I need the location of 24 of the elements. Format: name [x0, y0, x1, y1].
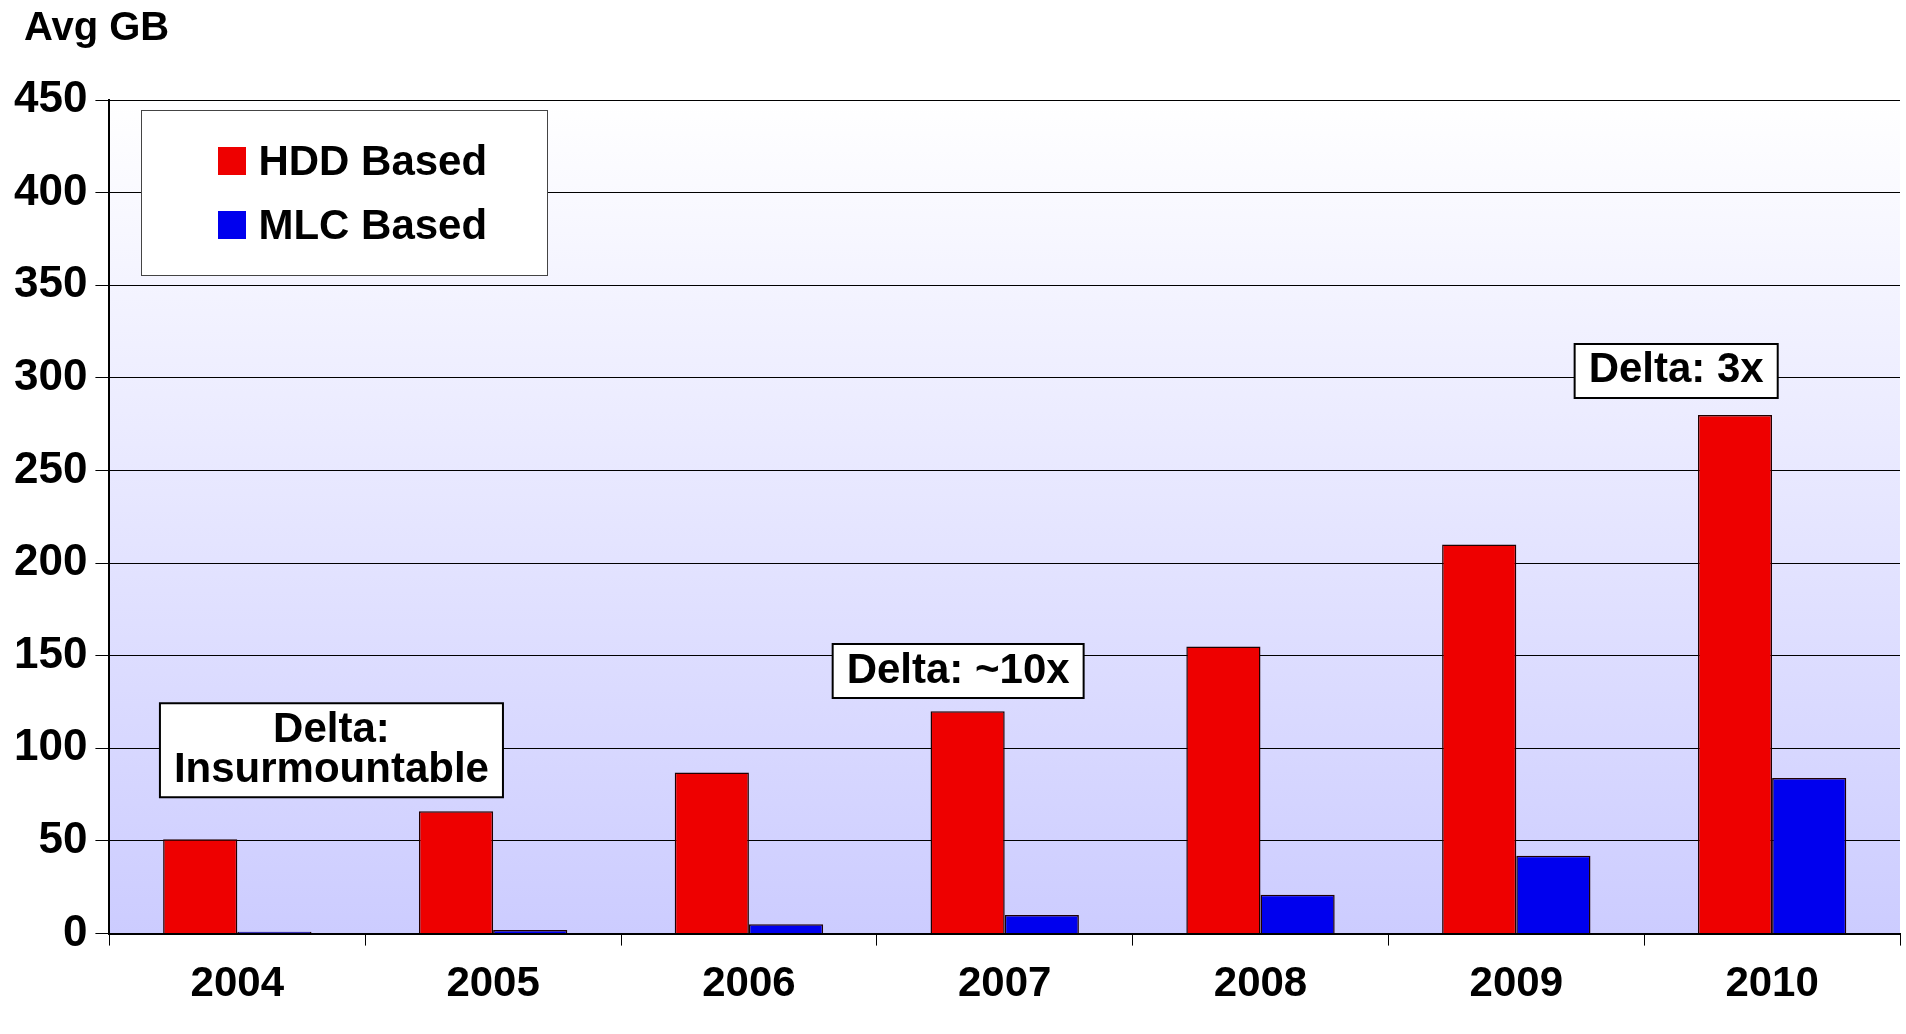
x-tick-label: 2004	[190, 958, 285, 1006]
x-tick-label: 2006	[702, 958, 796, 1006]
x-tick-label: 2007	[957, 958, 1052, 1006]
x-tick-label: 2009	[1469, 958, 1564, 1006]
annotation: Delta: Insurmountable	[173, 703, 489, 791]
y-tick-label: 350	[13, 257, 88, 307]
x-tick-label: 2008	[1213, 958, 1308, 1006]
x-tick-label: 2010	[1725, 958, 1819, 1006]
annotation: Delta: 3x	[1588, 344, 1765, 392]
annotation: Delta: ~10x	[846, 644, 1071, 692]
legend-label: HDD Based	[258, 137, 488, 185]
y-axis-title: Avg GB	[24, 4, 170, 49]
y-tick-label: 300	[13, 350, 88, 400]
x-tick-label: 2005	[446, 958, 540, 1006]
y-tick-label: 0	[62, 905, 88, 955]
y-tick-label: 450	[13, 72, 88, 122]
legend-label: MLC Based	[258, 201, 488, 249]
y-tick-label: 250	[13, 442, 88, 492]
y-tick-label: 150	[13, 627, 88, 677]
y-tick-label: 50	[38, 813, 88, 863]
y-tick-label: 200	[13, 535, 88, 585]
legend: HDD Based MLC Based	[141, 110, 549, 276]
y-tick-label: 400	[13, 164, 88, 214]
y-tick-label: 100	[13, 720, 88, 770]
